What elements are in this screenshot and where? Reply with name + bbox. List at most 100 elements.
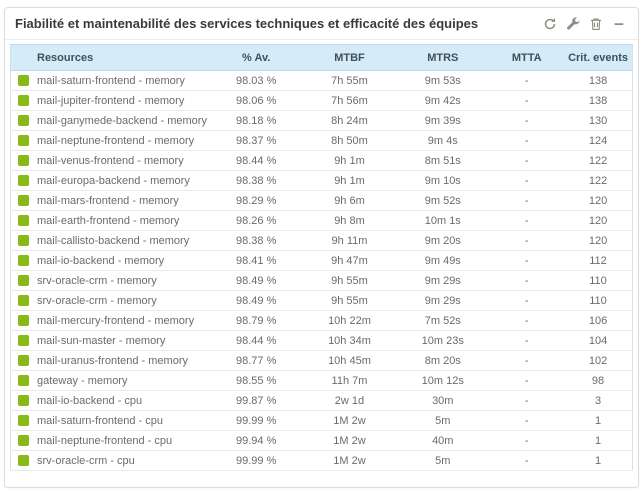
status-ok-icon xyxy=(18,334,29,346)
table-row[interactable]: mail-neptune-frontend - memory 98.37 % 8… xyxy=(10,130,633,151)
mtbf-value: 11h 7m xyxy=(302,370,397,391)
mtta-value: - xyxy=(489,330,565,351)
resource-name: mail-sun-master - memory xyxy=(37,334,166,347)
table-row[interactable]: mail-sun-master - memory 98.44 % 10h 34m… xyxy=(10,330,633,351)
mtta-value: - xyxy=(489,190,565,211)
table-row[interactable]: mail-jupiter-frontend - memory 98.06 % 7… xyxy=(10,90,633,111)
mtbf-value: 8h 50m xyxy=(302,130,397,151)
mtta-value: - xyxy=(489,370,565,391)
minimize-icon[interactable] xyxy=(612,17,626,31)
crit-events-value: 1 xyxy=(564,430,633,451)
availability-value: 98.38 % xyxy=(209,170,303,191)
table-row[interactable]: mail-europa-backend - memory 98.38 % 9h … xyxy=(10,170,633,191)
table-row[interactable]: mail-saturn-frontend - cpu 99.99 % 1M 2w… xyxy=(10,410,633,431)
availability-value: 99.87 % xyxy=(209,390,303,411)
table-row[interactable]: gateway - memory 98.55 % 11h 7m 10m 12s … xyxy=(10,370,633,391)
resource-name: mail-venus-frontend - memory xyxy=(37,154,184,167)
mtrs-value: 9m 52s xyxy=(396,190,490,211)
resource-name: mail-ganymede-backend - memory xyxy=(37,114,207,127)
table-row[interactable]: mail-mercury-frontend - memory 98.79 % 1… xyxy=(10,310,633,331)
availability-value: 98.49 % xyxy=(209,290,303,311)
status-ok-icon xyxy=(18,174,29,186)
mtrs-value: 40m xyxy=(396,430,490,451)
mtrs-value: 10m 23s xyxy=(396,330,490,351)
crit-events-value: 110 xyxy=(564,290,633,311)
mtbf-value: 1M 2w xyxy=(302,430,397,451)
availability-value: 98.26 % xyxy=(209,210,303,231)
status-ok-icon xyxy=(18,154,29,166)
crit-events-value: 124 xyxy=(564,130,633,151)
table-row[interactable]: srv-oracle-crm - memory 98.49 % 9h 55m 9… xyxy=(10,270,633,291)
col-header-mtrs[interactable]: MTRS xyxy=(396,44,490,71)
mtbf-value: 10h 34m xyxy=(302,330,397,351)
table-row[interactable]: mail-callisto-backend - memory 98.38 % 9… xyxy=(10,230,633,251)
table-row[interactable]: mail-uranus-frontend - memory 98.77 % 10… xyxy=(10,350,633,371)
resource-name: mail-jupiter-frontend - memory xyxy=(37,94,185,107)
mtrs-value: 9m 4s xyxy=(396,130,490,151)
wrench-icon[interactable] xyxy=(566,16,580,31)
table-row[interactable]: mail-io-backend - cpu 99.87 % 2w 1d 30m … xyxy=(10,390,633,411)
crit-events-value: 120 xyxy=(564,210,633,231)
col-header-resources[interactable]: Resources xyxy=(10,44,210,71)
status-ok-icon xyxy=(18,114,29,126)
crit-events-value: 98 xyxy=(564,370,633,391)
mtrs-value: 9m 49s xyxy=(396,250,490,271)
resource-name: mail-io-backend - cpu xyxy=(37,394,143,407)
services-table: Resources % Av. MTBF MTRS MTTA Crit. eve… xyxy=(10,44,633,471)
availability-value: 98.38 % xyxy=(209,230,303,251)
mtrs-value: 9m 10s xyxy=(396,170,490,191)
mtta-value: - xyxy=(489,290,565,311)
col-header-crit-events[interactable]: Crit. events xyxy=(564,44,633,71)
availability-value: 98.44 % xyxy=(209,330,303,351)
availability-value: 98.37 % xyxy=(209,130,303,151)
crit-events-value: 1 xyxy=(564,450,633,471)
mtbf-value: 9h 1m xyxy=(302,150,397,171)
mtrs-value: 9m 20s xyxy=(396,230,490,251)
table-row[interactable]: mail-saturn-frontend - memory 98.03 % 7h… xyxy=(10,70,633,91)
crit-events-value: 130 xyxy=(564,110,633,131)
status-ok-icon xyxy=(18,214,29,226)
mtbf-value: 10h 22m xyxy=(302,310,397,331)
mtrs-value: 9m 42s xyxy=(396,90,490,111)
availability-value: 98.18 % xyxy=(209,110,303,131)
mtbf-value: 9h 1m xyxy=(302,170,397,191)
resource-name: srv-oracle-crm - memory xyxy=(37,294,157,307)
table-row[interactable]: mail-neptune-frontend - cpu 99.94 % 1M 2… xyxy=(10,430,633,451)
availability-value: 99.94 % xyxy=(209,430,303,451)
availability-value: 98.03 % xyxy=(209,70,303,91)
mtbf-value: 9h 55m xyxy=(302,270,397,291)
status-ok-icon xyxy=(18,454,29,466)
refresh-icon[interactable] xyxy=(543,17,557,31)
table-row[interactable]: mail-io-backend - memory 98.41 % 9h 47m … xyxy=(10,250,633,271)
mtrs-value: 9m 29s xyxy=(396,290,490,311)
crit-events-value: 120 xyxy=(564,190,633,211)
crit-events-value: 3 xyxy=(564,390,633,411)
table-row[interactable]: mail-venus-frontend - memory 98.44 % 9h … xyxy=(10,150,633,171)
table-row[interactable]: mail-earth-frontend - memory 98.26 % 9h … xyxy=(10,210,633,231)
mtrs-value: 5m xyxy=(396,410,490,431)
status-ok-icon xyxy=(18,434,29,446)
mtrs-value: 8m 20s xyxy=(396,350,490,371)
table-row[interactable]: mail-mars-frontend - memory 98.29 % 9h 6… xyxy=(10,190,633,211)
status-ok-icon xyxy=(18,354,29,366)
mtbf-value: 10h 45m xyxy=(302,350,397,371)
crit-events-value: 104 xyxy=(564,330,633,351)
table-row[interactable]: srv-oracle-crm - cpu 99.99 % 1M 2w 5m - … xyxy=(10,450,633,471)
col-header-availability[interactable]: % Av. xyxy=(209,44,303,71)
resource-name: mail-europa-backend - memory xyxy=(37,174,190,187)
mtbf-value: 7h 56m xyxy=(302,90,397,111)
col-header-mtta[interactable]: MTTA xyxy=(489,44,565,71)
table-row[interactable]: mail-ganymede-backend - memory 98.18 % 8… xyxy=(10,110,633,131)
availability-value: 98.41 % xyxy=(209,250,303,271)
table-row[interactable]: srv-oracle-crm - memory 98.49 % 9h 55m 9… xyxy=(10,290,633,311)
availability-value: 98.49 % xyxy=(209,270,303,291)
resource-name: mail-uranus-frontend - memory xyxy=(37,354,188,367)
trash-icon[interactable] xyxy=(589,17,603,31)
mtrs-value: 10m 1s xyxy=(396,210,490,231)
mtbf-value: 9h 11m xyxy=(302,230,397,251)
mtta-value: - xyxy=(489,410,565,431)
col-header-mtbf[interactable]: MTBF xyxy=(302,44,397,71)
resource-name: mail-io-backend - memory xyxy=(37,254,165,267)
status-ok-icon xyxy=(18,254,29,266)
crit-events-value: 102 xyxy=(564,350,633,371)
